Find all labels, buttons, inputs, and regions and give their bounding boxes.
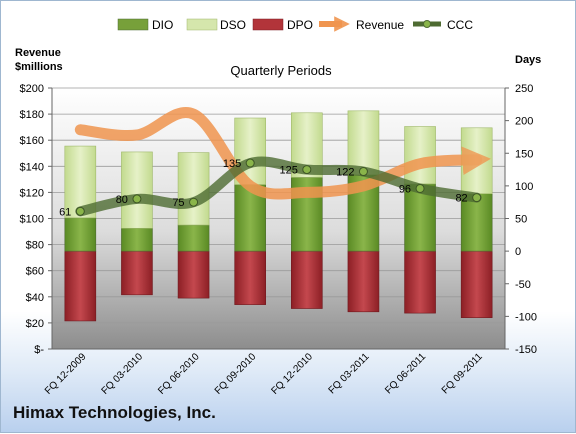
right-tick-label: 100 bbox=[515, 181, 533, 193]
legend: DIO DSO DPO Revenue CCC bbox=[117, 16, 473, 32]
ccc-data-label: 61 bbox=[59, 206, 71, 218]
legend-swatch-dso bbox=[186, 18, 218, 31]
ccc-line bbox=[75, 156, 482, 217]
bar-dpo bbox=[177, 250, 210, 299]
ccc-point bbox=[302, 165, 312, 175]
bar-dio bbox=[64, 217, 97, 252]
ccc-data-label: 82 bbox=[455, 193, 467, 205]
x-tick-label: FQ 09-2010 bbox=[213, 351, 259, 397]
ccc-point bbox=[415, 183, 425, 193]
chart-title: Quarterly Periods bbox=[230, 63, 332, 78]
x-tick-label: FQ 06-2011 bbox=[383, 351, 428, 396]
bar-dio bbox=[177, 224, 210, 252]
left-tick-label: $20 bbox=[26, 318, 44, 330]
ccc-data-label: 135 bbox=[223, 158, 241, 170]
x-tick-label: FQ 03-2011 bbox=[327, 351, 372, 396]
left-tick-label: $180 bbox=[20, 109, 44, 121]
bar-dpo bbox=[234, 250, 266, 305]
x-tick-label: FQ 12-2009 bbox=[43, 351, 89, 397]
bar-dpo bbox=[291, 250, 323, 309]
bar-dio bbox=[460, 193, 493, 252]
right-tick-label: 50 bbox=[515, 214, 527, 226]
bar-dpo bbox=[64, 250, 97, 322]
left-tick-label: $140 bbox=[20, 161, 44, 173]
legend-swatch-dio bbox=[117, 18, 149, 31]
left-axis-title-line1: Revenue bbox=[15, 47, 61, 59]
bar-dio bbox=[121, 227, 153, 252]
x-tick-label: FQ 09-2011 bbox=[440, 351, 485, 396]
left-tick-label: $40 bbox=[26, 292, 44, 304]
legend-label-dio: DIO bbox=[152, 18, 173, 32]
left-tick-label: $- bbox=[34, 344, 44, 356]
left-axis-title-line2: $millions bbox=[15, 61, 63, 73]
bar-dpo bbox=[460, 250, 493, 318]
left-tick-label: $80 bbox=[26, 240, 44, 252]
ccc-data-label: 96 bbox=[399, 183, 411, 195]
bar-dpo bbox=[404, 250, 436, 314]
ccc-data-label: 80 bbox=[116, 194, 128, 206]
right-tick-label: -50 bbox=[515, 279, 531, 291]
revenue-line bbox=[74, 107, 491, 200]
left-tick-label: $200 bbox=[20, 83, 44, 95]
lines-layer: 61 80 75 135 125 122 96 82 bbox=[59, 107, 491, 218]
right-tick-label: -100 bbox=[515, 311, 537, 323]
bar-dso bbox=[121, 151, 153, 229]
legend-label-dso: DSO bbox=[220, 18, 246, 32]
ccc-point bbox=[358, 167, 368, 177]
ccc-data-label: 122 bbox=[336, 167, 354, 179]
ccc-data-label: 75 bbox=[172, 197, 184, 209]
ccc-data-label: 125 bbox=[279, 165, 297, 177]
x-tick-label: FQ 12-2010 bbox=[269, 351, 315, 397]
legend-marker-ccc bbox=[423, 20, 431, 28]
legend-label-dpo: DPO bbox=[287, 18, 313, 32]
left-tick-label: $160 bbox=[20, 135, 44, 147]
legend-label-ccc: CCC bbox=[447, 18, 473, 32]
bar-dpo bbox=[121, 250, 153, 296]
bar-dso bbox=[177, 152, 210, 226]
right-axis-title: Days bbox=[515, 54, 541, 66]
right-tick-label: 0 bbox=[515, 246, 521, 258]
right-tick-label: 200 bbox=[515, 116, 533, 128]
legend-label-revenue: Revenue bbox=[356, 18, 404, 32]
bar-dso bbox=[347, 110, 380, 176]
ccc-point bbox=[132, 194, 142, 204]
company-name: Himax Technologies, Inc. bbox=[13, 403, 216, 422]
left-tick-label: $100 bbox=[20, 214, 44, 226]
bar-dso bbox=[404, 126, 436, 185]
ccc-point bbox=[472, 193, 482, 203]
right-tick-label: 150 bbox=[515, 148, 533, 160]
x-tick-label: FQ 03-2010 bbox=[100, 351, 146, 397]
right-tick-label: -150 bbox=[515, 344, 537, 356]
ccc-point bbox=[189, 197, 199, 207]
bar-dpo bbox=[347, 250, 380, 313]
ccc-point bbox=[75, 206, 85, 216]
ccc-point bbox=[245, 158, 255, 168]
legend-swatch-dpo bbox=[252, 18, 284, 31]
right-tick-label: 250 bbox=[515, 83, 533, 95]
x-tick-label: FQ 06-2010 bbox=[156, 351, 202, 397]
left-tick-label: $60 bbox=[26, 266, 44, 278]
left-tick-label: $120 bbox=[20, 187, 44, 199]
